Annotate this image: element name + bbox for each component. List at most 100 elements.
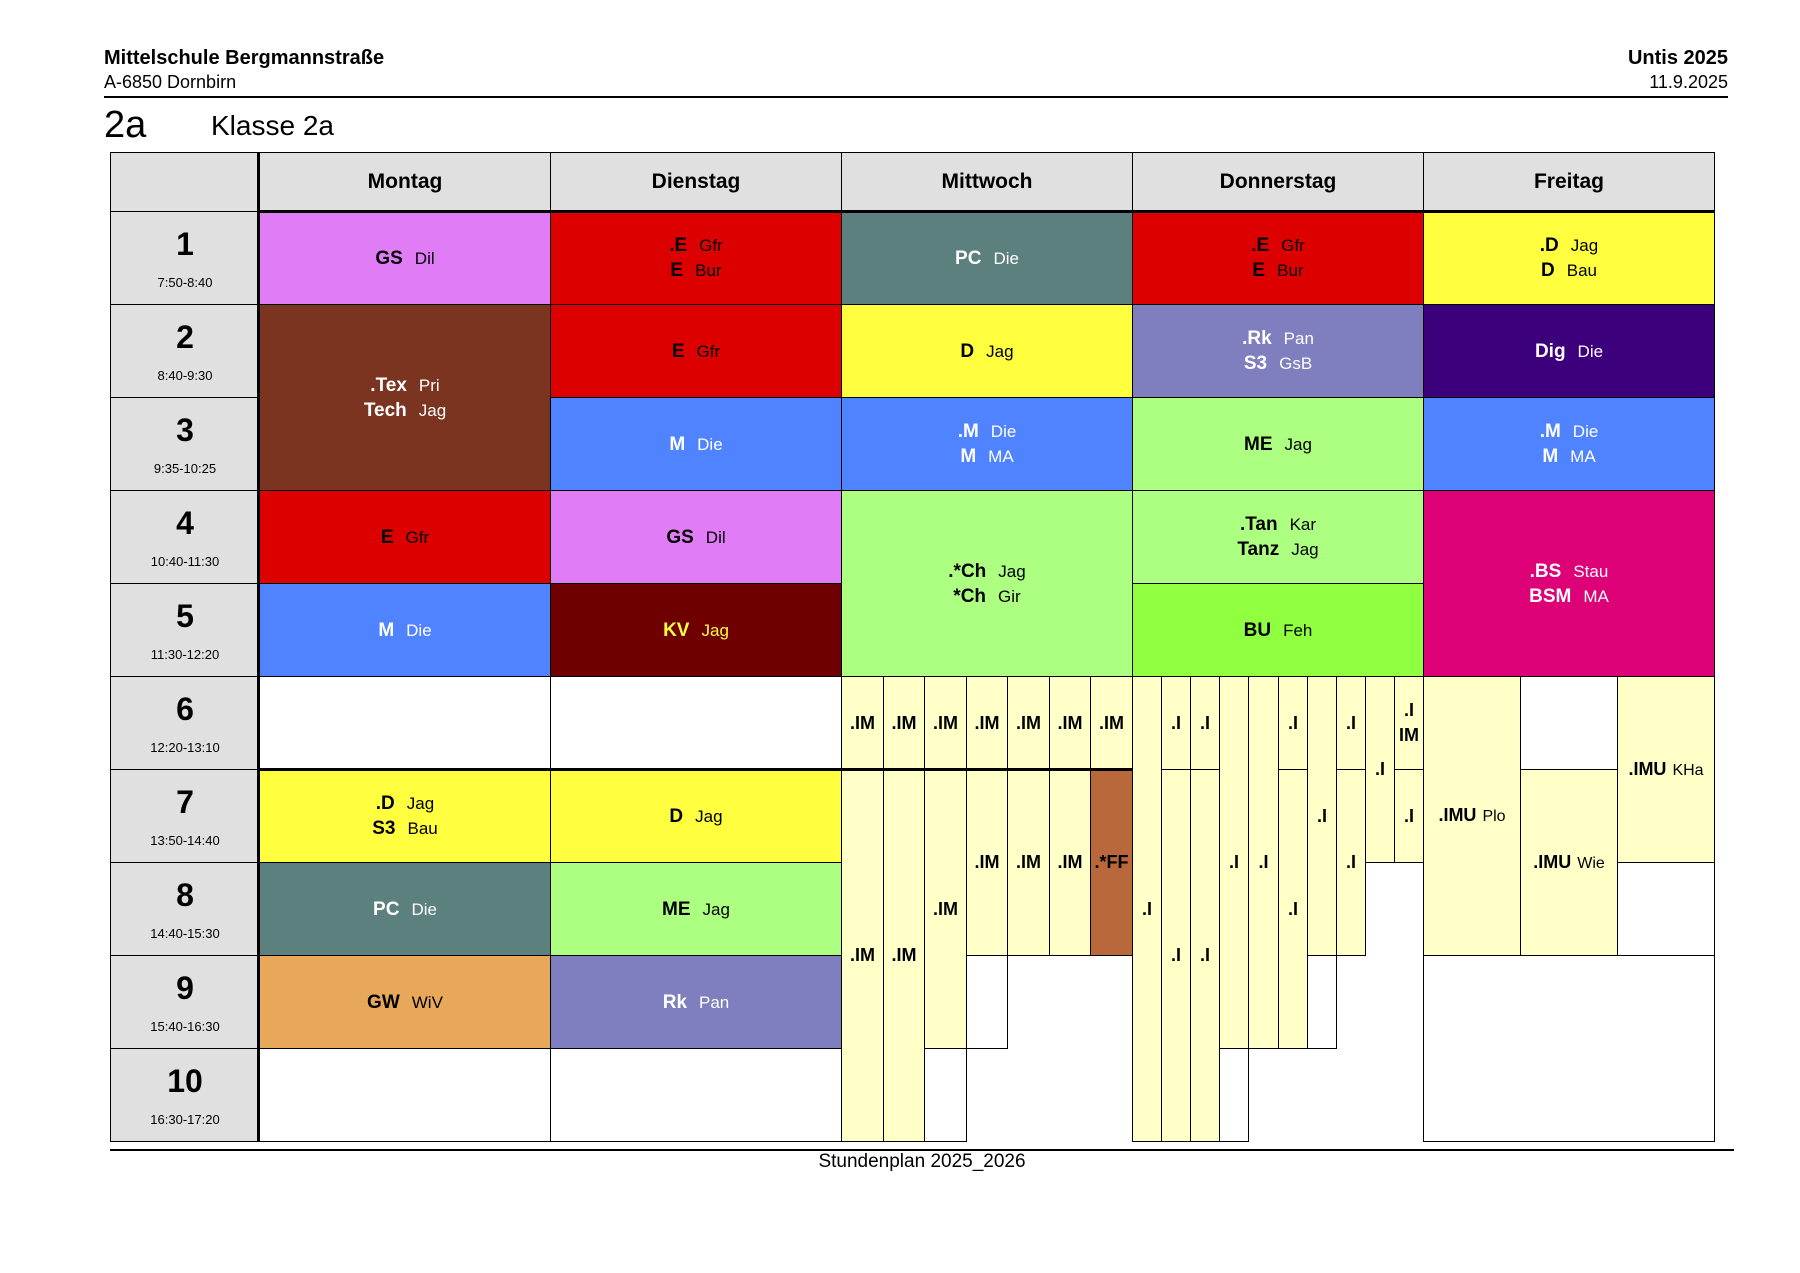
lesson-cell[interactable]: .M Die M MA — [1423, 397, 1715, 491]
empty-slot — [1219, 1048, 1249, 1142]
subject-code: .M — [957, 421, 979, 442]
lesson-line: .I — [1288, 711, 1298, 736]
lesson-cell[interactable]: .M Die M MA — [841, 397, 1133, 491]
lesson-cell[interactable]: GW WiV — [259, 955, 551, 1049]
lesson-line: .I — [1171, 711, 1181, 736]
lesson-cell[interactable]: .I — [1161, 769, 1191, 1142]
lesson-cell[interactable]: E Gfr — [259, 490, 551, 584]
lesson-cell[interactable]: .*FF — [1090, 769, 1133, 956]
lesson-cell[interactable]: GS Dil — [550, 490, 842, 584]
lesson-cell[interactable]: .I IM — [1394, 676, 1424, 770]
lesson-cell[interactable]: ME Jag — [1132, 397, 1424, 491]
lesson-cell[interactable]: .I — [1365, 676, 1395, 863]
teacher-code: Kar — [1289, 515, 1317, 534]
lesson-cell[interactable]: .I — [1278, 676, 1308, 770]
lesson-cell[interactable]: .I — [1190, 676, 1220, 770]
lesson-line: Tech Jag — [364, 398, 446, 423]
lesson-cell[interactable]: .IMU KHa — [1617, 676, 1715, 863]
school-address: A-6850 Dornbirn — [104, 72, 237, 92]
lesson-line: .IMU Wie — [1533, 850, 1605, 876]
teacher-code: Gir — [998, 586, 1021, 606]
lesson-cell[interactable]: .E Gfr E Bur — [550, 211, 842, 305]
subject-code: .I — [1170, 712, 1181, 733]
lesson-cell[interactable]: .I — [1336, 676, 1366, 770]
lesson-line: S3 Bau — [372, 816, 438, 841]
subject-code: BU — [1243, 619, 1272, 641]
lesson-cell[interactable]: .IM — [1049, 769, 1091, 956]
lesson-line: D Jag — [960, 339, 1013, 364]
lesson-line: GW WiV — [367, 990, 443, 1015]
lesson-line: D Jag — [669, 804, 722, 829]
lesson-cell[interactable]: .IMU Plo — [1423, 676, 1521, 956]
lesson-cell[interactable]: .I — [1248, 676, 1279, 1049]
lesson-cell[interactable]: .Rk Pan S3 GsB — [1132, 304, 1424, 398]
lesson-cell[interactable]: .I — [1219, 676, 1249, 1049]
lesson-line: M MA — [1542, 444, 1595, 469]
lesson-cell[interactable]: .I — [1336, 769, 1366, 956]
lesson-cell[interactable]: M Die — [550, 397, 842, 491]
lesson-line: .Rk Pan — [1242, 326, 1314, 351]
lesson-cell[interactable]: .I — [1278, 769, 1308, 1049]
period-time: 14:40-15:30 — [150, 925, 220, 941]
lesson-cell[interactable]: .D Jag D Bau — [1423, 211, 1715, 305]
subject-code: .I — [1228, 852, 1239, 872]
subject-code: .D — [1539, 235, 1559, 256]
lesson-cell[interactable]: Rk Pan — [550, 955, 842, 1049]
lesson-cell[interactable]: .I — [1132, 676, 1162, 1142]
lesson-cell[interactable]: .*Ch Jag *Ch Gir — [841, 490, 1133, 677]
lesson-cell[interactable]: Dig Die — [1423, 304, 1715, 398]
lesson-line: .I — [1200, 943, 1210, 968]
lesson-cell[interactable]: .IM — [1090, 676, 1133, 770]
lesson-cell[interactable]: .IM — [841, 676, 884, 770]
school-name: Mittelschule Bergmannstraße — [104, 47, 385, 69]
lesson-cell[interactable]: .I — [1161, 676, 1191, 770]
empty-slot — [1617, 862, 1715, 956]
lesson-cell[interactable]: GS Dil — [259, 211, 551, 305]
footer-divider — [110, 1149, 1734, 1151]
period-label-4: 4 10:40-11:30 — [110, 490, 260, 584]
lesson-cell[interactable]: .IM — [924, 676, 967, 770]
lesson-cell[interactable]: .IM — [924, 769, 967, 1049]
lesson-line: .IMU Plo — [1438, 803, 1505, 829]
lesson-cell[interactable]: .IM — [1007, 676, 1050, 770]
lesson-cell[interactable]: .IM — [1007, 769, 1050, 956]
subject-code: .IM — [933, 898, 958, 919]
lesson-cell[interactable]: .I — [1394, 769, 1424, 863]
lesson-cell[interactable]: .IM — [883, 676, 925, 770]
teacher-code: Die — [993, 248, 1019, 268]
lesson-cell[interactable]: .I — [1307, 676, 1337, 956]
lesson-line: ME Jag — [662, 897, 730, 922]
lesson-cell[interactable]: E Gfr — [550, 304, 842, 398]
lesson-line: .M Die — [1540, 419, 1599, 444]
lesson-cell[interactable]: KV Jag — [550, 583, 842, 677]
lesson-cell[interactable]: PC Die — [259, 862, 551, 956]
lesson-cell[interactable]: .IM — [966, 676, 1008, 770]
lesson-cell[interactable]: .Tan Kar Tanz Jag — [1132, 490, 1424, 584]
lesson-cell[interactable]: PC Die — [841, 211, 1133, 305]
lesson-cell[interactable]: .IM — [883, 769, 925, 1142]
subject-code: D — [1541, 260, 1555, 281]
empty-slot — [1307, 955, 1337, 1049]
lesson-cell[interactable]: .IM — [1049, 676, 1091, 770]
lesson-line: .*FF — [1095, 850, 1129, 875]
lesson-cell[interactable]: M Die — [259, 583, 551, 677]
lesson-cell[interactable]: .I — [1190, 769, 1220, 1142]
lesson-cell[interactable]: D Jag — [841, 304, 1133, 398]
lesson-cell[interactable]: .BS Stau BSM MA — [1423, 490, 1715, 677]
app-name: Untis 2025 — [1627, 47, 1728, 69]
teacher-code: Jag — [695, 806, 723, 826]
subject-code: .IM — [850, 945, 875, 965]
lesson-cell[interactable]: .IM — [841, 769, 884, 1142]
lesson-cell[interactable]: .IMU Wie — [1520, 769, 1618, 956]
lesson-cell[interactable]: .D Jag S3 Bau — [259, 769, 551, 863]
lesson-cell[interactable]: D Jag — [550, 769, 842, 863]
subject-code: .IMU — [1628, 758, 1667, 779]
empty-slot — [550, 676, 842, 770]
lesson-cell[interactable]: .Tex Pri Tech Jag — [259, 304, 551, 491]
lesson-cell[interactable]: .E Gfr E Bur — [1132, 211, 1424, 305]
lesson-cell[interactable]: .IM — [966, 769, 1008, 956]
lesson-cell[interactable]: BU Feh — [1132, 583, 1424, 677]
lesson-line: .D Jag — [1540, 233, 1598, 258]
teacher-code: Plo — [1482, 808, 1506, 825]
lesson-cell[interactable]: ME Jag — [550, 862, 842, 956]
